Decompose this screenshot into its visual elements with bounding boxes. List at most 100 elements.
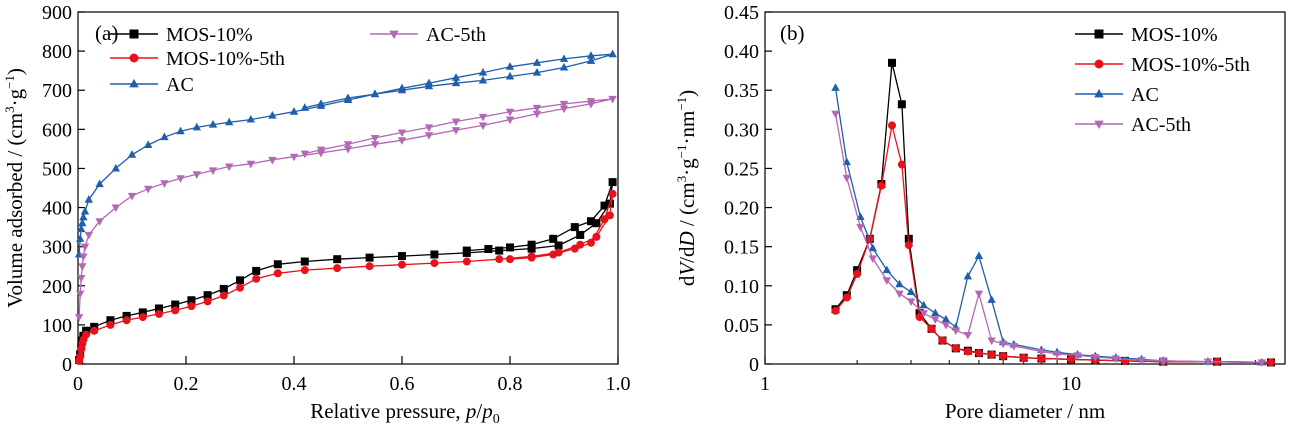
data-point bbox=[1266, 358, 1275, 367]
data-point bbox=[397, 137, 407, 145]
legend-marker bbox=[129, 53, 139, 63]
data-point bbox=[343, 141, 353, 149]
data-point bbox=[95, 179, 104, 188]
data-point bbox=[300, 150, 309, 159]
data-point bbox=[160, 132, 169, 141]
data-point bbox=[252, 266, 261, 275]
y-tick-label: 0.45 bbox=[724, 2, 759, 24]
y-tick-label: 500 bbox=[42, 158, 72, 180]
data-point bbox=[608, 178, 617, 187]
data-point bbox=[424, 124, 434, 132]
data-point bbox=[505, 116, 515, 125]
data-point bbox=[608, 95, 617, 104]
legend-label: AC bbox=[1131, 84, 1159, 106]
data-point bbox=[882, 265, 891, 274]
data-point bbox=[963, 332, 973, 340]
data-point bbox=[853, 270, 862, 279]
data-point bbox=[219, 291, 228, 300]
legend-label: MOS-10% bbox=[1131, 24, 1218, 46]
data-point bbox=[532, 110, 542, 119]
y-tick-label: 400 bbox=[42, 198, 72, 220]
data-point bbox=[451, 118, 461, 127]
legend-label: MOS-10%-5th bbox=[1131, 54, 1250, 76]
data-point bbox=[478, 68, 488, 76]
data-point bbox=[79, 253, 88, 262]
data-point bbox=[365, 253, 374, 262]
data-point bbox=[974, 349, 983, 358]
data-point bbox=[586, 98, 596, 106]
data-point bbox=[90, 326, 99, 335]
data-point bbox=[192, 171, 201, 179]
legend-marker bbox=[1094, 59, 1104, 69]
series-line-MOS-10%-5th bbox=[78, 193, 614, 362]
data-point bbox=[203, 291, 212, 300]
y-tick-label: 0 bbox=[62, 354, 72, 376]
y-axis-label-a: Volume adsorbed / (cm3·g−1) bbox=[2, 68, 27, 308]
y-tick-label: 0.05 bbox=[724, 315, 759, 337]
data-point bbox=[600, 215, 609, 224]
data-point bbox=[122, 316, 131, 325]
data-point bbox=[559, 54, 569, 62]
panel-label-a: (a) bbox=[95, 21, 118, 45]
data-point bbox=[187, 296, 196, 305]
x-tick-label: 0.6 bbox=[390, 373, 415, 395]
data-point bbox=[333, 264, 342, 273]
data-point bbox=[1159, 357, 1168, 366]
data-point bbox=[176, 175, 185, 183]
data-point bbox=[370, 134, 380, 143]
data-point bbox=[192, 122, 201, 131]
data-point bbox=[187, 302, 196, 311]
data-point bbox=[343, 93, 353, 102]
data-point bbox=[554, 241, 563, 250]
data-point bbox=[484, 245, 493, 254]
data-point bbox=[1203, 358, 1213, 367]
data-point bbox=[856, 224, 865, 232]
data-point bbox=[451, 73, 461, 81]
data-point bbox=[138, 308, 147, 317]
data-point bbox=[84, 195, 93, 203]
data-point bbox=[127, 192, 137, 201]
data-point bbox=[897, 160, 906, 169]
data-point bbox=[451, 127, 461, 135]
data-point bbox=[160, 180, 169, 188]
data-point bbox=[831, 83, 840, 91]
data-point bbox=[75, 234, 85, 242]
data-point bbox=[941, 314, 951, 323]
data-point bbox=[1019, 353, 1028, 362]
y-tick-label: 900 bbox=[42, 2, 72, 24]
data-point bbox=[831, 110, 840, 119]
data-point bbox=[82, 330, 91, 339]
data-point bbox=[300, 266, 309, 275]
legend-marker bbox=[1094, 88, 1104, 98]
data-point bbox=[111, 163, 120, 172]
y-tick-label: 0.10 bbox=[724, 276, 759, 298]
plot-frame-b bbox=[764, 11, 1286, 365]
y-tick-label: 700 bbox=[42, 80, 72, 102]
data-point bbox=[95, 218, 104, 226]
data-point bbox=[495, 246, 504, 255]
data-point bbox=[592, 219, 601, 228]
x-axis-label-b: Pore diameter / nm bbox=[945, 399, 1105, 423]
data-point bbox=[963, 271, 973, 280]
data-point bbox=[1137, 357, 1146, 365]
series-line-MOS-10% bbox=[78, 181, 614, 361]
data-point bbox=[586, 51, 596, 59]
data-point bbox=[987, 350, 996, 359]
data-point bbox=[370, 89, 380, 98]
y-tick-label: 200 bbox=[42, 276, 72, 298]
data-point bbox=[208, 167, 218, 175]
data-point bbox=[478, 122, 488, 131]
data-point bbox=[144, 185, 153, 194]
data-point bbox=[451, 78, 461, 87]
data-point bbox=[1073, 352, 1082, 360]
data-point bbox=[430, 259, 439, 268]
data-point bbox=[397, 83, 407, 92]
data-point bbox=[559, 105, 569, 114]
data-point bbox=[559, 62, 569, 71]
data-point bbox=[171, 300, 180, 309]
series-line-AC bbox=[78, 53, 613, 255]
legend-marker bbox=[1094, 120, 1104, 130]
legend-label: AC-5th bbox=[1131, 114, 1191, 136]
data-point bbox=[343, 145, 353, 154]
data-point bbox=[559, 100, 569, 109]
